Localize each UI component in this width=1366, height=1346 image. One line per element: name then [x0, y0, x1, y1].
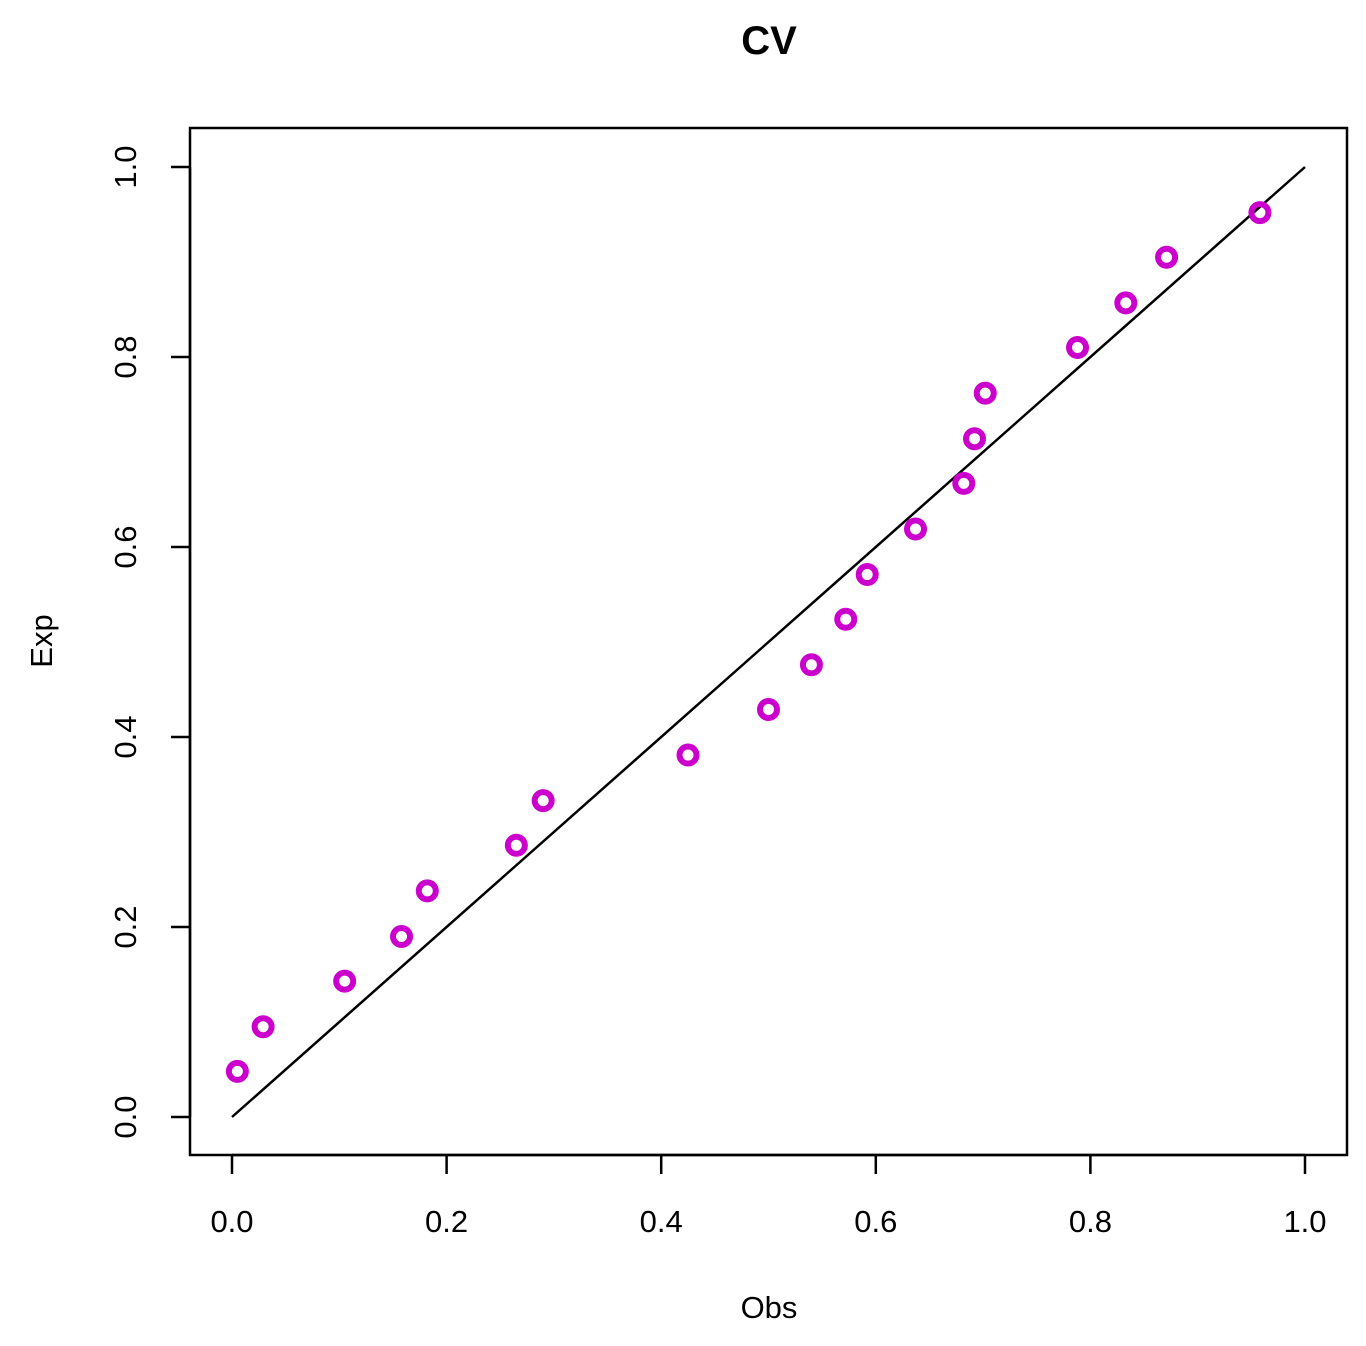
data-point [251, 1015, 275, 1039]
chart-title: CV [741, 19, 797, 63]
data-point [952, 471, 976, 495]
reference-line-layer [231, 166, 1306, 1118]
x-axis: 0.0 0.2 0.4 0.6 0.8 1.0 [210, 1153, 1327, 1239]
x-tick-label: 0.2 [425, 1204, 468, 1239]
data-point [1066, 336, 1090, 359]
y-tick-label: 1.0 [108, 145, 143, 188]
y-axis: 0.0 0.2 0.4 0.6 0.8 1.0 [108, 145, 192, 1139]
data-point [1248, 201, 1272, 225]
data-point [963, 427, 987, 451]
data-point [415, 879, 439, 903]
data-point [676, 743, 700, 767]
data-point [855, 563, 879, 587]
data-point [757, 697, 780, 721]
x-tick-label: 0.6 [854, 1204, 897, 1239]
y-tick-label: 0.8 [108, 335, 143, 378]
y-tick-label: 0.6 [108, 525, 143, 568]
data-point [504, 833, 528, 857]
data-point [225, 1059, 249, 1083]
data-point [531, 789, 555, 813]
data-point [1114, 291, 1138, 315]
data-point [333, 969, 357, 993]
points-layer [225, 201, 1272, 1083]
data-point [390, 925, 414, 948]
x-tick-label: 0.0 [210, 1204, 253, 1239]
reference-line [231, 166, 1306, 1118]
y-axis-title: Exp [24, 614, 59, 667]
x-tick-label: 0.8 [1069, 1204, 1112, 1239]
data-point [834, 607, 858, 631]
data-point [973, 381, 997, 405]
x-axis-title: Obs [741, 1290, 798, 1325]
x-tick-label: 1.0 [1283, 1204, 1326, 1239]
data-point [799, 653, 823, 677]
data-point [904, 517, 928, 541]
y-tick-label: 0.0 [108, 1095, 143, 1138]
y-tick-label: 0.4 [108, 715, 143, 758]
y-tick-label: 0.2 [108, 905, 143, 948]
x-tick-label: 0.4 [640, 1204, 683, 1239]
data-point [1155, 245, 1179, 269]
